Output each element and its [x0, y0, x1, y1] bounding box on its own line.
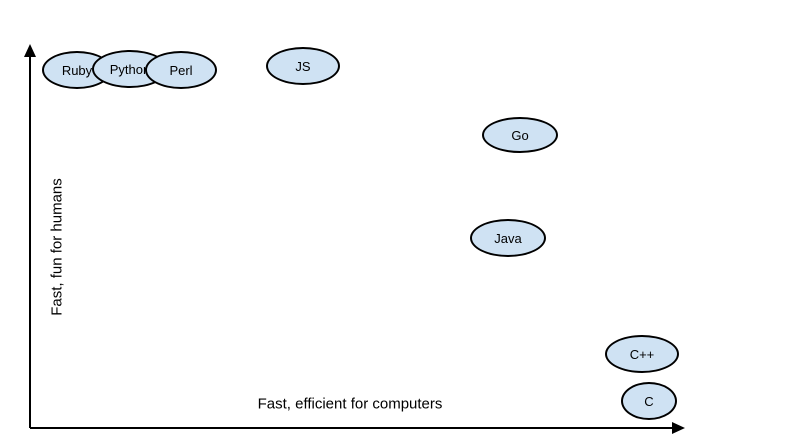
- bubble-cplusplus: C++: [605, 335, 679, 373]
- bubble-js: JS: [266, 47, 340, 85]
- bubble-perl: Perl: [145, 51, 217, 89]
- bubble-label: Perl: [169, 62, 193, 78]
- bubble-label: Python: [109, 61, 151, 77]
- x-axis: [30, 427, 673, 429]
- x-axis-label: Fast, efficient for computers: [257, 395, 443, 413]
- bubble-label: JS: [295, 58, 311, 74]
- bubble-label: C++: [629, 346, 655, 362]
- bubble-go: Go: [482, 117, 558, 153]
- y-axis: [29, 54, 31, 428]
- bubble-c: C: [621, 382, 677, 420]
- bubble-java: Java: [470, 219, 546, 257]
- y-axis-arrowhead-icon: [24, 44, 36, 57]
- y-axis-label: Fast, fun for humans: [48, 178, 66, 316]
- bubble-label: Java: [494, 230, 522, 246]
- x-axis-arrowhead-icon: [672, 422, 685, 434]
- bubble-label: Ruby: [61, 62, 93, 78]
- bubble-label: C: [644, 393, 654, 409]
- bubble-label: Go: [511, 127, 529, 143]
